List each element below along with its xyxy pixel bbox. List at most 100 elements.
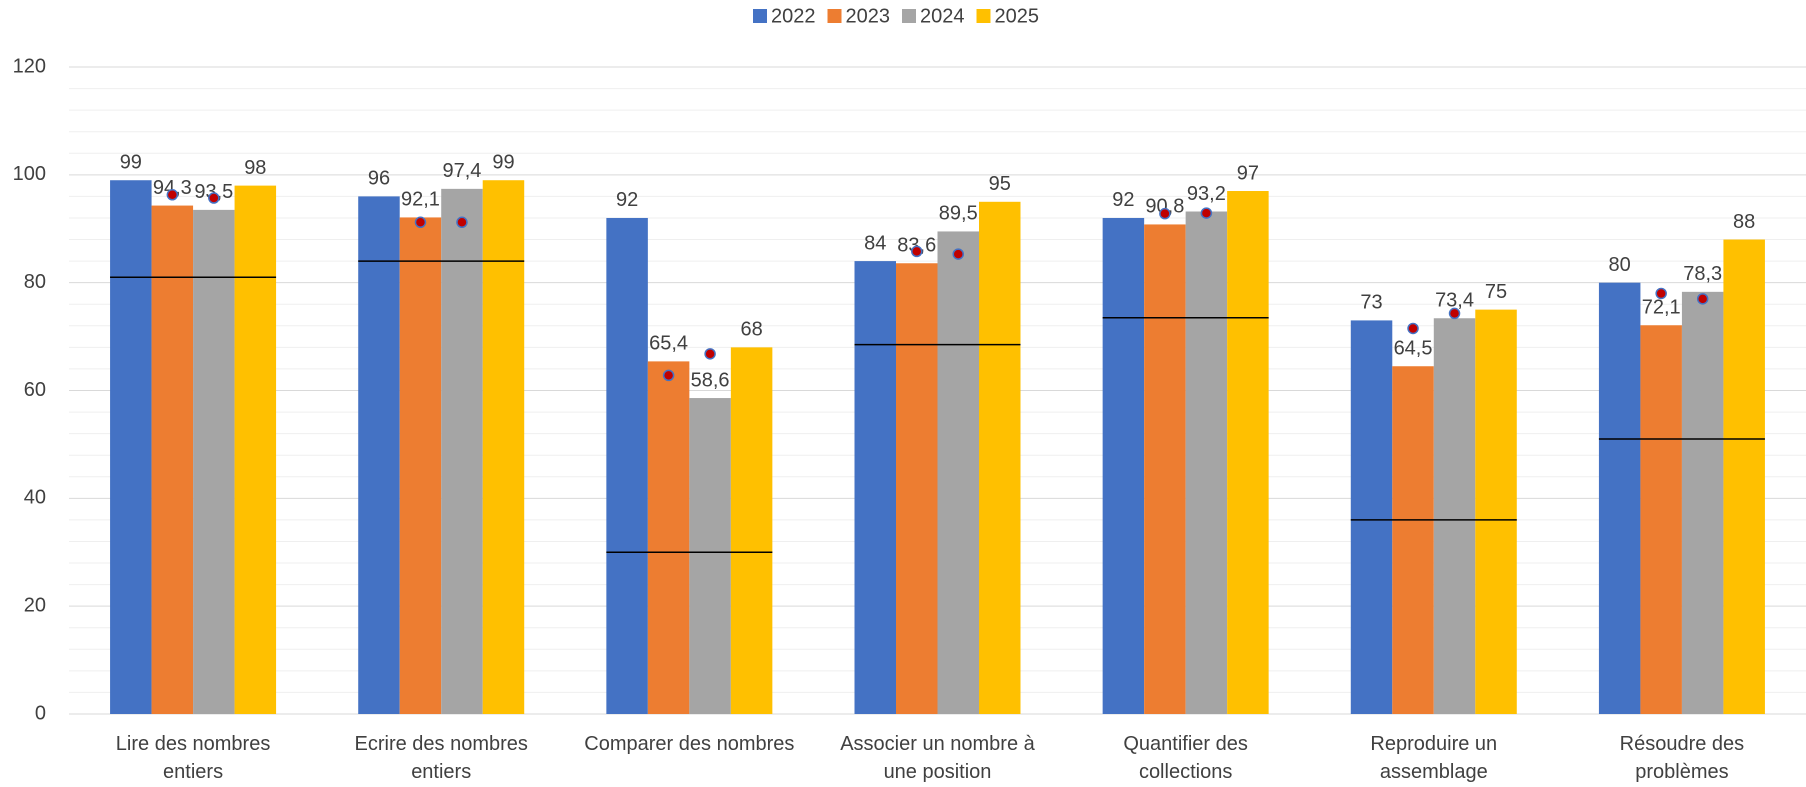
x-tick-label: Ecrire des nombres entiers (355, 733, 528, 783)
data-label: 72,1 (1642, 297, 1681, 319)
bar (234, 185, 277, 714)
data-label: 90,8 (1145, 196, 1184, 218)
bar (647, 361, 690, 714)
bar (1227, 191, 1269, 715)
data-label: 95 (989, 173, 1011, 195)
x-tick-label: Résoudre des problèmes (1620, 733, 1745, 783)
legend-label: 2022 (771, 5, 816, 27)
bar (730, 347, 773, 714)
bar (854, 261, 896, 714)
data-label: 80 (1609, 254, 1631, 276)
y-tick-label: 0 (35, 702, 46, 724)
bar (110, 180, 152, 715)
data-label: 89,5 (939, 203, 978, 225)
dot (662, 369, 675, 382)
y-tick-label: 60 (24, 379, 46, 401)
bar (399, 217, 442, 715)
bar (979, 201, 1021, 714)
y-tick-label: 80 (24, 271, 46, 293)
x-tick-line: entiers (411, 761, 471, 783)
dot (1159, 207, 1171, 220)
bar (1640, 325, 1682, 714)
data-label: 75 (1485, 281, 1507, 303)
x-tick-line: une position (884, 761, 992, 783)
x-tick-line: Ecrire des nombres (355, 733, 528, 755)
dot (1200, 207, 1213, 219)
data-label: 68 (740, 319, 762, 341)
bar (896, 263, 938, 714)
data-label: 97,4 (442, 160, 481, 182)
bar (606, 217, 648, 714)
data-label: 83,6 (897, 235, 936, 257)
dot (166, 189, 179, 201)
data-label: 78,3 (1683, 263, 1722, 285)
legend: 2022 2023 2024 2025 (753, 5, 1039, 27)
dot (1655, 287, 1667, 300)
bar (482, 180, 525, 715)
data-label: 98 (244, 157, 266, 179)
x-tick-label: Associer un nombre à une position (840, 733, 1035, 783)
data-label: 73,4 (1435, 290, 1474, 312)
x-tick-line: Reproduire un (1370, 733, 1497, 755)
dot (704, 348, 716, 360)
bar (1102, 217, 1145, 714)
bar (441, 188, 483, 714)
dot (1448, 307, 1461, 320)
legend-swatch (902, 9, 916, 23)
bar (1144, 224, 1186, 715)
bar (1392, 366, 1434, 714)
bar (1681, 291, 1724, 714)
dot (911, 245, 923, 258)
bar (151, 205, 194, 714)
y-tick-label: 40 (24, 487, 46, 509)
legend-label: 2025 (995, 5, 1040, 27)
y-tick-label: 120 (13, 55, 46, 77)
legend-swatch (753, 9, 767, 23)
x-tick-line: collections (1139, 761, 1232, 783)
x-tick-line: Associer un nombre à (840, 733, 1035, 755)
legend-label: 2023 (846, 5, 891, 27)
x-tick-label: Reproduire un assemblage (1370, 733, 1497, 783)
data-label: 94,3 (153, 177, 192, 199)
data-label: 92 (616, 189, 638, 211)
dot (952, 248, 964, 260)
data-label: 93,2 (1187, 183, 1226, 205)
data-label: 96 (368, 168, 390, 190)
x-tick-line: Comparer des nombres (584, 733, 794, 755)
legend-swatch (827, 9, 842, 23)
dot (1696, 293, 1709, 305)
data-label: 65,4 (649, 333, 688, 355)
x-tick-line: problèmes (1635, 761, 1728, 783)
dot (414, 216, 427, 229)
data-label: 92,1 (401, 189, 440, 211)
data-label: 73 (1360, 292, 1382, 314)
data-label: 92 (1112, 189, 1134, 211)
x-tick-label: Quantifier des collections (1123, 733, 1248, 783)
y-tick-label: 100 (13, 163, 46, 185)
x-tick-line: Lire des nombres (116, 733, 271, 755)
data-label: 93,5 (194, 181, 233, 203)
x-tick-label: Comparer des nombres (584, 733, 794, 755)
bar (689, 398, 731, 714)
data-label: 64,5 (1394, 338, 1433, 360)
legend-swatch (976, 9, 991, 23)
dot (208, 192, 220, 204)
bar (193, 209, 235, 715)
x-tick-label: Lire des nombres entiers (116, 733, 271, 783)
data-label: 84 (864, 232, 886, 254)
bar (1475, 309, 1517, 714)
bar (1598, 282, 1641, 714)
data-label: 99 (492, 152, 514, 174)
bar (1350, 320, 1393, 714)
x-tick-line: entiers (163, 761, 223, 783)
legend-label: 2024 (920, 5, 965, 27)
bar (358, 196, 400, 714)
bar (1433, 318, 1476, 714)
data-label: 99 (120, 152, 142, 174)
data-label: 58,6 (691, 369, 730, 391)
dot (1407, 322, 1419, 335)
dot (456, 216, 468, 229)
x-tick-line: assemblage (1380, 761, 1488, 783)
data-label: 97 (1237, 162, 1259, 184)
